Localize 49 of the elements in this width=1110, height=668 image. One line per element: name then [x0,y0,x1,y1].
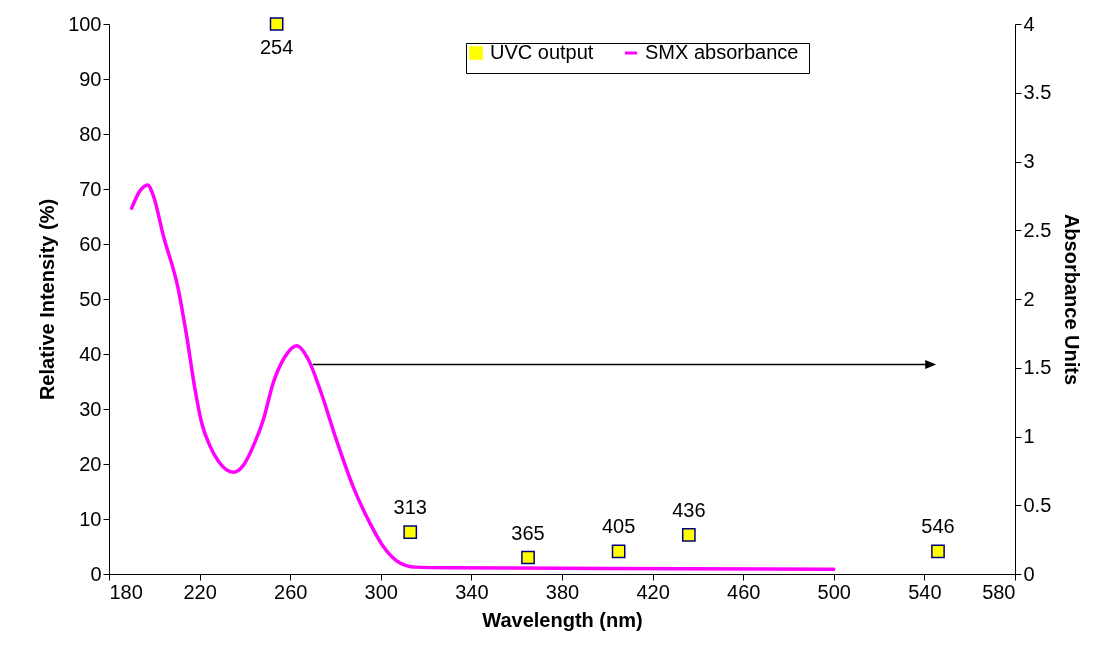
y2-tick-label: 3 [1023,150,1035,172]
y-tick-label: 70 [79,177,102,200]
legend-label: UVC output [490,41,594,63]
y-axis-title: Relative Intensity (%) [36,198,59,401]
annotation: 365 [511,521,545,544]
point [681,528,696,542]
y-tick-label: 10 [79,507,102,530]
x-tick-label: 380 [545,580,580,603]
y2-tick-label: 1 [1023,425,1035,447]
y2-tick-label: 4 [1023,12,1035,35]
x-tick-label: 260 [274,580,308,603]
y2-tick-label: 2.5 [1023,218,1052,241]
annotation: 405 [601,515,636,538]
y-tick-label: 90 [79,67,102,90]
x-tick-label: 500 [817,580,851,603]
x-tick-label: 460 [727,580,761,603]
y-tick-label: 30 [79,397,102,420]
annotation: 313 [393,496,427,519]
x-tick-label: 340 [455,580,489,603]
line-series [129,183,836,571]
y-tick-label: 0 [90,562,102,585]
point [403,525,418,540]
annotation: 436 [672,498,706,521]
point [269,17,284,31]
y-tick-label: 20 [79,452,102,475]
y2-tick-label: 2 [1023,287,1035,310]
point [931,544,945,559]
x-tick-label: 420 [636,580,670,603]
y2-tick-label: 0.5 [1023,493,1052,516]
annotation: 546 [921,515,955,538]
x-tick-label: 180 [109,580,143,603]
y2-axis-title: Absorbance Units [1061,213,1084,386]
y2-tick-label: 0 [1023,562,1035,585]
y2-tick-label: 1.5 [1023,356,1052,379]
x-tick-label: 540 [908,580,942,603]
y-tick-label: 100 [68,12,102,35]
x-tick-label: 220 [183,580,217,603]
legend-label: SMX absorbance [645,41,799,63]
point [611,544,626,559]
y-tick-label: 60 [79,232,102,255]
x-tick-label: 300 [364,580,398,603]
x-axis-title: Wavelength (nm) [482,608,643,631]
annotation: 254 [259,36,294,58]
y-tick-label: 40 [79,342,102,365]
y-tick-label: 80 [79,122,102,145]
y-tick-label: 50 [79,287,102,310]
x-tick-label: 580 [982,580,1016,603]
y2-tick-label: 3.5 [1023,81,1052,104]
point [521,550,535,565]
